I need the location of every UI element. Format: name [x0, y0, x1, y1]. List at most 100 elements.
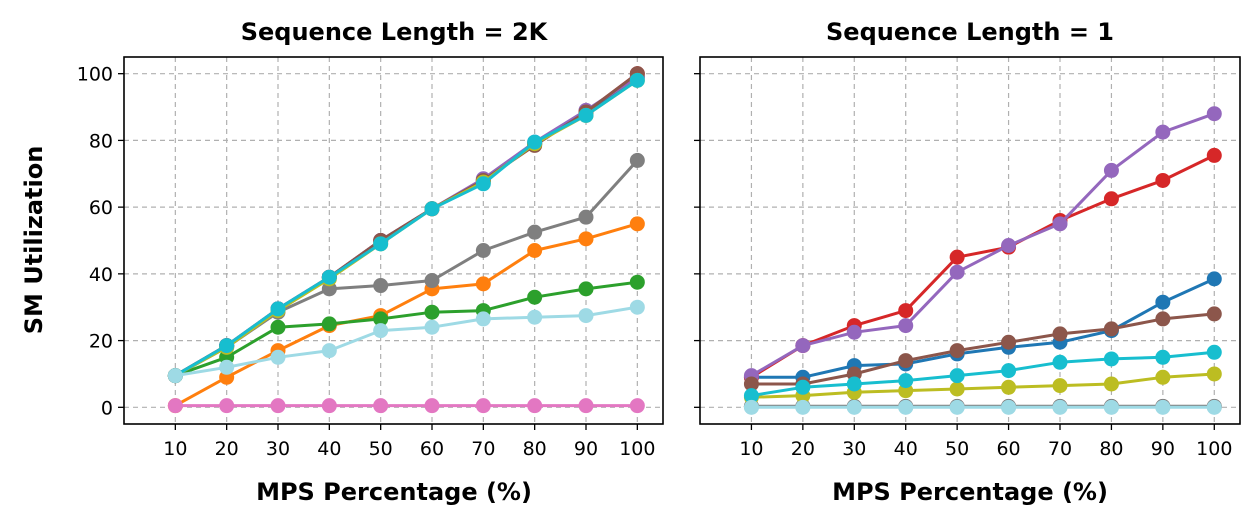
series-s10: [743, 344, 1222, 404]
data-point: [1155, 311, 1171, 327]
x-tick-label: 20: [215, 438, 239, 460]
data-point: [898, 399, 914, 415]
x-tick-label: 30: [266, 438, 290, 460]
data-point: [1206, 366, 1222, 382]
panel-seq-2k: Sequence Length = 2K MPS Percentage (%) …: [77, 18, 664, 506]
data-point: [846, 324, 862, 340]
data-point: [373, 398, 389, 414]
series-line: [750, 112, 1215, 377]
data-point: [1206, 147, 1222, 163]
data-point: [949, 264, 965, 280]
x-tick-label: 80: [1099, 438, 1123, 460]
data-point: [578, 398, 594, 414]
data-point: [321, 398, 337, 414]
data-point: [743, 399, 759, 415]
y-tick-label: 60: [89, 197, 113, 219]
data-point: [270, 319, 286, 335]
data-point: [578, 231, 594, 247]
data-point: [846, 399, 862, 415]
series-s7: [167, 398, 645, 414]
data-point: [1155, 349, 1171, 365]
data-point: [949, 368, 965, 384]
y-tick-label: 20: [89, 331, 113, 353]
series-s4: [743, 147, 1222, 385]
x-tick-label: 40: [317, 438, 341, 460]
x-tick-label: 20: [791, 438, 815, 460]
data-point: [321, 343, 337, 359]
data-point: [949, 399, 965, 415]
series-line: [751, 312, 1215, 386]
data-point: [629, 216, 645, 232]
data-point: [270, 301, 286, 317]
panel-title: Sequence Length = 1: [826, 18, 1114, 46]
y-tick-label: 80: [89, 130, 113, 152]
data-point: [1052, 378, 1068, 394]
series-line: [751, 277, 1215, 379]
data-point: [475, 276, 491, 292]
data-point: [527, 309, 543, 325]
data-point: [527, 224, 543, 240]
data-point: [1206, 306, 1222, 322]
data-point: [795, 338, 811, 354]
series-line: [174, 79, 639, 377]
x-tick-label: 80: [523, 438, 547, 460]
panel-seq-1: Sequence Length = 1 MPS Percentage (%) 1…: [694, 18, 1241, 506]
data-point: [373, 323, 389, 339]
x-tick-label: 60: [996, 438, 1020, 460]
data-point: [629, 152, 645, 168]
data-point: [527, 398, 543, 414]
data-point: [321, 316, 337, 332]
data-point: [424, 304, 440, 320]
data-point: [578, 209, 594, 225]
panel-title: Sequence Length = 2K: [241, 18, 549, 46]
data-point: [1103, 399, 1119, 415]
data-point: [1052, 326, 1068, 342]
data-point: [424, 273, 440, 289]
data-point: [898, 303, 914, 319]
data-point: [846, 376, 862, 392]
grid: [700, 57, 1240, 424]
data-point: [1206, 271, 1222, 287]
x-axis-label: MPS Percentage (%): [256, 478, 532, 506]
data-point: [321, 269, 337, 285]
x-tick-label: 70: [471, 438, 495, 460]
series-line: [175, 305, 638, 378]
data-point: [795, 379, 811, 395]
plot-frame: [699, 56, 1241, 425]
data-point: [167, 398, 183, 414]
data-point: [270, 398, 286, 414]
series-line: [751, 372, 1215, 399]
data-point: [424, 398, 440, 414]
data-point: [1001, 399, 1017, 415]
plot-frame: [123, 56, 664, 425]
x-tick-label: 10: [739, 438, 763, 460]
data-point: [219, 338, 235, 354]
x-tick-label: 100: [1196, 438, 1232, 460]
x-tick-label: 40: [894, 438, 918, 460]
data-point: [1103, 376, 1119, 392]
data-point: [1206, 399, 1222, 415]
data-point: [743, 388, 759, 404]
series-line: [750, 154, 1215, 379]
data-point: [424, 319, 440, 335]
data-point: [1206, 344, 1222, 360]
data-point: [578, 107, 594, 123]
series-s6: [743, 306, 1222, 392]
data-point: [949, 249, 965, 265]
x-tick-label: 70: [1048, 438, 1072, 460]
data-point: [1001, 379, 1017, 395]
data-point: [795, 399, 811, 415]
series-line: [174, 222, 638, 407]
series-line: [751, 350, 1215, 398]
data-point: [578, 281, 594, 297]
data-point: [373, 311, 389, 327]
data-point: [898, 373, 914, 389]
x-tick-label: 90: [574, 438, 598, 460]
data-point: [527, 134, 543, 150]
data-point: [898, 318, 914, 334]
data-point: [1155, 294, 1171, 310]
data-point: [475, 176, 491, 192]
data-point: [949, 343, 965, 359]
data-point: [270, 349, 286, 365]
